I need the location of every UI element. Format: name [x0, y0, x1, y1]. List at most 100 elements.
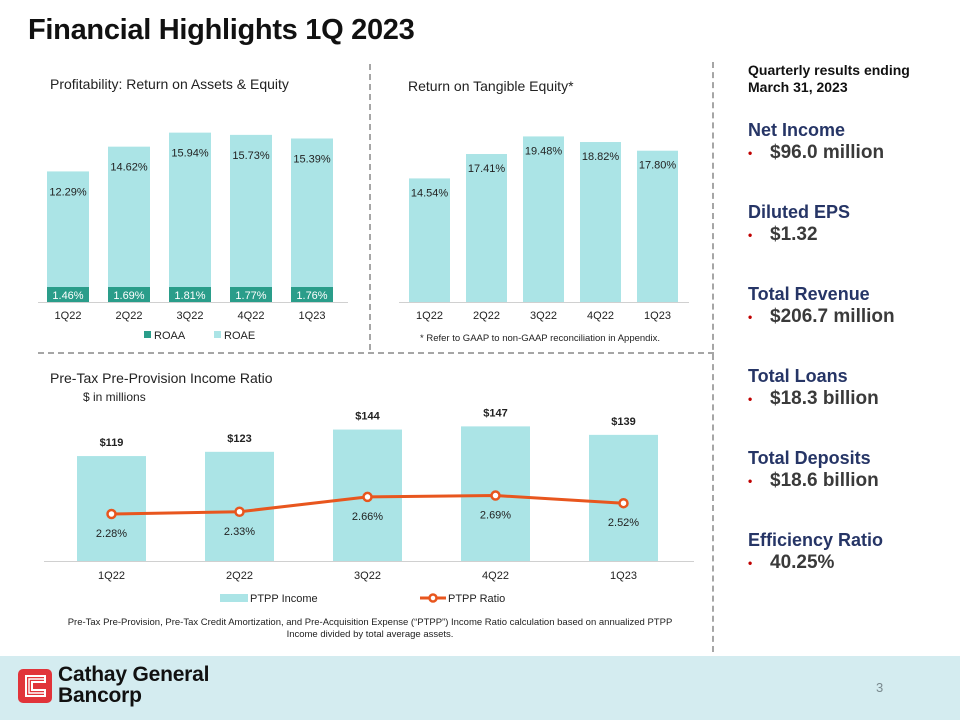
- rote-data-label: 17.80%: [639, 160, 677, 172]
- kpi-item: Total Loans • $18.3 billion: [748, 365, 958, 411]
- ptpp-ratio-label: 2.33%: [224, 526, 255, 538]
- kpi-item: Net Income • $96.0 million: [748, 119, 958, 165]
- roaa-bar: [291, 287, 333, 302]
- rote-data-label: 14.54%: [411, 187, 449, 199]
- ptpp-chart-subtitle: $ in millions: [83, 390, 146, 404]
- divider-horizontal: [38, 352, 714, 354]
- x-tick-label: 1Q22: [416, 310, 443, 322]
- roae-data-label: 15.73%: [232, 150, 270, 162]
- roae-bar: [108, 146, 150, 302]
- ptpp-income-bar: [77, 456, 146, 561]
- legend-roae-swatch: [214, 331, 221, 338]
- company-name-line1: Cathay General: [58, 663, 210, 686]
- kpi-label: Total Deposits: [748, 448, 871, 468]
- x-tick-label: 1Q22: [98, 570, 125, 582]
- roae-bar: [230, 134, 272, 302]
- profitability-chart: 12.29% 1.46% 1Q22 14.62% 1.69% 2Q22 15.94% 1.81…: [38, 132, 348, 342]
- ptpp-income-label: $147: [483, 407, 507, 419]
- kpi-value: • $96.0 million: [748, 141, 958, 165]
- x-tick-label: 3Q22: [530, 310, 557, 322]
- x-tick-label: 1Q23: [610, 570, 637, 582]
- roaa-bar: [230, 287, 272, 302]
- legend-ptpp-ratio-marker: [428, 593, 438, 603]
- kpi-value-text: $96.0 million: [770, 142, 885, 163]
- rote-bar: [637, 150, 678, 302]
- rote-bar: [409, 178, 450, 302]
- bullet-icon: •: [748, 146, 753, 160]
- kpi-value: • $18.6 billion: [748, 469, 958, 493]
- ptpp-ratio-point: [618, 497, 629, 509]
- roaa-bar: [169, 287, 211, 302]
- kpi-value-text: $18.3 billion: [770, 388, 879, 409]
- company-name-line2: Bancorp: [58, 684, 142, 707]
- ptpp-ratio-point: [362, 491, 373, 503]
- footer: Cathay General Bancorp 3: [0, 656, 960, 720]
- divider-vertical-charts: [369, 64, 371, 350]
- ptpp-ratio-label: 2.69%: [480, 510, 511, 522]
- x-tick-label: 2Q22: [226, 570, 253, 582]
- bullet-icon: •: [748, 228, 753, 242]
- roae-bar: [47, 171, 89, 302]
- roaa-bar: [108, 287, 150, 302]
- x-tick-label: 1Q23: [299, 310, 326, 322]
- rote-chart-title: Return on Tangible Equity*: [408, 78, 574, 94]
- kpi-label: Diluted EPS: [748, 202, 851, 222]
- roaa-data-label: 1.77%: [235, 290, 266, 302]
- company-name: Cathay General Bancorp: [58, 664, 209, 706]
- kpi-item: Efficiency Ratio • 40.25%: [748, 529, 958, 575]
- kpi-list: Net Income • $96.0 million Diluted EPS • $1.3…: [748, 119, 958, 575]
- x-tick-label: 1Q23: [644, 310, 671, 322]
- bullet-icon: •: [748, 474, 753, 488]
- ptpp-chart-title: Pre-Tax Pre-Provision Income Ratio: [50, 370, 273, 386]
- legend-roae-label: ROAE: [224, 330, 255, 342]
- x-tick-label: 4Q22: [238, 310, 265, 322]
- kpi-label: Net Income: [748, 120, 846, 140]
- kpi-item: Total Deposits • $18.6 billion: [748, 447, 958, 493]
- divider-vertical-sidebar: [712, 62, 714, 652]
- ptpp-footnote: Pre-Tax Pre-Provision, Pre-Tax Credit Am…: [67, 617, 673, 641]
- rote-bar: [580, 142, 621, 302]
- ptpp-income-label: $119: [100, 437, 124, 449]
- legend-ptpp-ratio-label: PTPP Ratio: [448, 593, 505, 605]
- rote-footnote: * Refer to GAAP to non-GAAP reconciliati…: [420, 333, 660, 344]
- legend-roaa-label: ROAA: [154, 330, 186, 342]
- page-title: Financial Highlights 1Q 2023: [28, 14, 415, 46]
- ptpp-ratio-label: 2.52%: [608, 517, 639, 529]
- ptpp-income-bar: [205, 451, 274, 561]
- x-tick-label: 2Q22: [116, 310, 143, 322]
- roae-data-label: 12.29%: [49, 186, 87, 198]
- kpi-value-text: $18.6 billion: [770, 470, 879, 491]
- roaa-data-label: 1.69%: [113, 290, 144, 302]
- kpi-value: • 40.25%: [748, 551, 958, 575]
- roae-bar: [169, 132, 211, 302]
- kpi-label: Total Revenue: [748, 284, 870, 304]
- roae-bar: [291, 138, 333, 302]
- ptpp-ratio-point: [490, 490, 501, 501]
- profitability-chart-title: Profitability: Return on Assets & Equity: [50, 76, 289, 92]
- legend-ptpp-income-label: PTPP Income: [250, 593, 318, 605]
- rote-bar: [523, 136, 564, 302]
- sidebar-heading-line2: March 31, 2023: [748, 79, 848, 95]
- kpi-item: Diluted EPS • $1.32: [748, 201, 958, 247]
- rote-data-label: 18.82%: [582, 151, 620, 163]
- ptpp-income-label: $144: [355, 411, 380, 423]
- ptpp-ratio-label: 2.28%: [96, 528, 127, 540]
- ptpp-income-bar: [589, 434, 658, 561]
- rote-data-label: 19.48%: [525, 145, 563, 157]
- cathay-logo-icon: [18, 669, 52, 703]
- kpi-value: • $18.3 billion: [748, 387, 958, 411]
- x-tick-label: 4Q22: [482, 570, 509, 582]
- ptpp-ratio-point: [234, 506, 245, 517]
- legend-ptpp-income-swatch: [220, 594, 248, 602]
- kpi-sidebar: Quarterly results ending March 31, 2023 …: [748, 62, 958, 575]
- x-tick-label: 3Q22: [354, 570, 381, 582]
- rote-data-label: 17.41%: [468, 163, 506, 175]
- roaa-bar: [47, 287, 89, 302]
- ptpp-income-label: $123: [227, 433, 251, 445]
- ptpp-ratio-label: 2.66%: [352, 511, 383, 523]
- bullet-icon: •: [748, 392, 753, 406]
- kpi-value-text: 40.25%: [770, 552, 835, 573]
- roaa-data-label: 1.76%: [296, 290, 327, 302]
- roae-data-label: 14.62%: [110, 162, 148, 174]
- sidebar-heading-line1: Quarterly results ending: [748, 62, 910, 78]
